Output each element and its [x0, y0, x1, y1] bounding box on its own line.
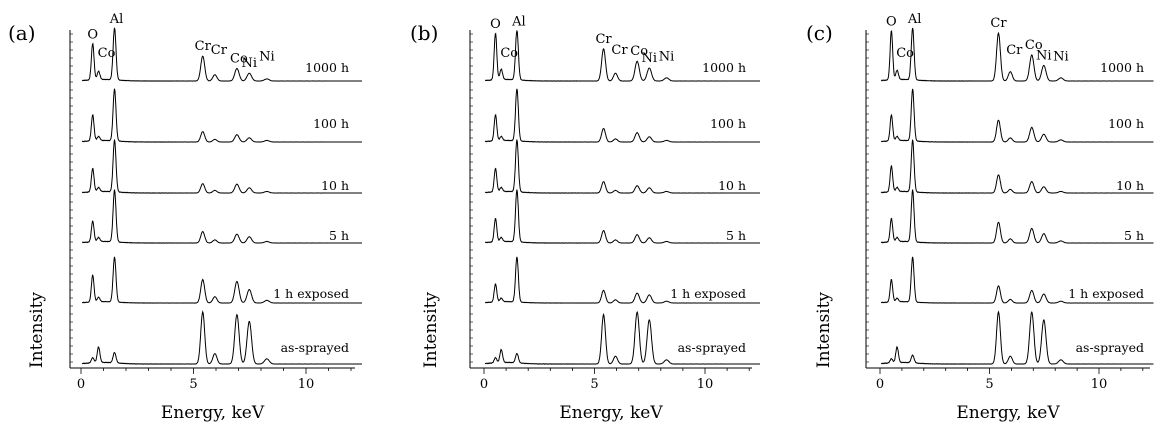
peak-label: Al [511, 15, 526, 30]
panel-b: (b) 0 5 10 Energy, keV Intensity 1000 h 100 h 10… [410, 15, 760, 423]
spectrum-label: 1 h exposed [670, 286, 746, 301]
spectrum-line [484, 189, 760, 244]
spectrum-label: 5 h [1124, 228, 1144, 243]
peak-label: Al [907, 12, 922, 27]
spectrum-label: as-sprayed [678, 340, 746, 355]
spectrum-label: 1000 h [1100, 60, 1144, 75]
panel-letter: (a) [8, 21, 36, 45]
spectrum-label: 100 h [313, 116, 349, 131]
spectrum-label: as-sprayed [1076, 340, 1144, 355]
spectrum-line [880, 88, 1154, 143]
spectrum-label: 1000 h [305, 60, 349, 75]
x-tick-label: 10 [298, 377, 315, 392]
spectrum-label: 5 h [726, 228, 746, 243]
spectrum-label: 1000 h [702, 60, 746, 75]
peak-label: Co [630, 44, 648, 59]
spectrum-line [81, 256, 362, 304]
x-axis-label: Energy, keV [956, 403, 1060, 423]
peak-label: O [886, 15, 897, 30]
spectrum-line [485, 256, 760, 304]
spectrum-line [81, 27, 362, 82]
spectrum-label: 100 h [1108, 116, 1144, 131]
spectrum-line [484, 310, 760, 365]
spectrum-line [484, 30, 760, 82]
peak-label: Al [109, 12, 124, 27]
spectrum-line [880, 27, 1154, 82]
peak-label: Cr [195, 39, 212, 54]
x-axis-label: Energy, keV [559, 403, 663, 423]
spectrum-line [484, 139, 760, 194]
panel-letter: (b) [410, 21, 438, 45]
panel-a: (a) 0 5 10 Energy, keV Intensity 1000 h 100 h 10… [8, 12, 362, 423]
peak-label: Cr [1006, 43, 1023, 58]
panel-letter: (c) [806, 21, 833, 45]
peak-label: O [87, 28, 98, 43]
spectrum-line [81, 189, 362, 244]
spectrum-label: 10 h [1116, 178, 1144, 193]
peak-label: Ni [1053, 49, 1069, 64]
peak-label: Co [896, 46, 914, 61]
y-axis-label: Intensity [27, 292, 47, 368]
spectrum-label: 1 h exposed [273, 286, 349, 301]
peak-label: Co [500, 46, 518, 61]
peak-label: Ni [259, 49, 275, 64]
spectrum-line [81, 139, 362, 194]
spectrum-line [484, 88, 760, 143]
panel-c: (c) 0 5 10 Energy, keV Intensity 1000 h 100 h 10… [806, 12, 1154, 423]
x-tick-label: 5 [985, 377, 993, 392]
peak-label: Cr [595, 32, 612, 47]
spectrum-label: 1 h exposed [1068, 286, 1144, 301]
peak-label: Ni [1036, 48, 1052, 63]
peak-label: Cr [611, 43, 628, 58]
peak-label: Ni [242, 56, 258, 71]
x-tick-label: 10 [1091, 377, 1108, 392]
spectrum-label: 10 h [718, 178, 746, 193]
y-axis-label: Intensity [421, 292, 441, 368]
x-tick-label: 0 [876, 377, 884, 392]
spectrum-line [81, 88, 362, 143]
peak-label: Cr [990, 16, 1007, 31]
x-axis-label: Energy, keV [161, 403, 265, 423]
y-axis-label: Intensity [814, 292, 834, 368]
x-tick-label: 0 [480, 377, 488, 392]
peak-label: Cr [211, 43, 228, 58]
spectrum-line [880, 139, 1154, 194]
x-tick-label: 0 [77, 377, 85, 392]
spectrum-label: 10 h [321, 178, 349, 193]
spectrum-label: as-sprayed [281, 340, 349, 355]
spectrum-line [81, 310, 362, 365]
peak-label: Co [1025, 38, 1043, 53]
peak-label: Co [98, 46, 116, 61]
x-tick-label: 5 [590, 377, 598, 392]
spectrum-label: 100 h [710, 116, 746, 131]
spectrum-line [880, 310, 1154, 365]
peak-label: Ni [642, 51, 658, 66]
spectrum-line [880, 189, 1154, 244]
x-tick-label: 5 [189, 377, 197, 392]
peak-label: Ni [659, 49, 675, 64]
x-tick-label: 10 [697, 377, 714, 392]
spectrum-line [880, 256, 1154, 304]
spectrum-label: 5 h [329, 228, 349, 243]
peak-label: Co [230, 52, 248, 67]
peak-label: O [490, 17, 501, 32]
